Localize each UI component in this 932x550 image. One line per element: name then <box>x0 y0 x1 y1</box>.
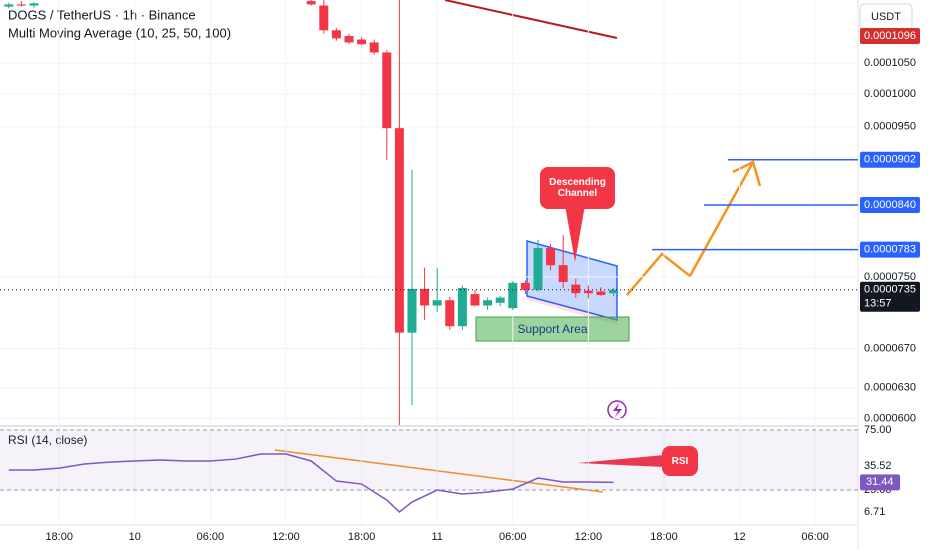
callout-pointer <box>578 455 664 467</box>
price-tag-label: 0.0001096 <box>864 30 916 42</box>
price-tag <box>860 151 920 168</box>
channel-callout: Descending Channel <box>540 167 615 209</box>
candle-body <box>596 291 606 295</box>
current-price-label: 0.0000735 <box>864 284 916 296</box>
candle-body <box>495 297 505 303</box>
candle-body <box>369 42 379 53</box>
support-area <box>475 316 630 342</box>
candle-body <box>546 247 556 266</box>
x-tick-label: 12:00 <box>272 531 300 543</box>
candle-body <box>558 265 568 283</box>
price-tag-label: 0.0000783 <box>864 243 916 255</box>
y-tick-label: 0.0001050 <box>864 57 916 69</box>
rsi-band <box>0 430 858 491</box>
candle-body <box>407 288 417 333</box>
price-tag-label: 0.0000902 <box>864 154 916 166</box>
candle-body <box>508 282 518 309</box>
candle-body <box>432 300 442 306</box>
y-tick-label: 6.71 <box>864 506 885 518</box>
candle-body <box>470 294 480 306</box>
x-tick-label: 18:00 <box>348 531 376 543</box>
rsi-trendline <box>274 449 604 493</box>
x-tick-label: 18:00 <box>650 531 678 543</box>
y-tick-label: 0.0001000 <box>864 88 916 100</box>
y-tick-label: 0.0000670 <box>864 342 916 354</box>
currency-label[interactable]: USDT <box>871 11 901 23</box>
rsi-title: RSI (14, close) <box>8 433 87 447</box>
candle-body <box>609 289 619 294</box>
x-tick-label: 06:00 <box>801 531 829 543</box>
y-tick-label: 0.0000750 <box>864 271 916 283</box>
alert-icon <box>613 403 622 417</box>
rsi-line <box>8 453 614 514</box>
rsi-tag <box>860 474 900 491</box>
y-tick-label: 0.0000600 <box>864 413 916 425</box>
support-label: Support Area <box>517 322 588 336</box>
candle-body <box>571 284 581 294</box>
y-tick-label: 75.00 <box>864 424 892 436</box>
x-tick-label: 06:00 <box>499 531 527 543</box>
candle-body <box>583 290 593 294</box>
countdown: 13:57 <box>864 298 892 310</box>
candle-body <box>331 30 341 39</box>
y-tick-label: 0.0000950 <box>864 121 916 133</box>
candle-body <box>306 1 316 5</box>
x-tick-label: 06:00 <box>197 531 225 543</box>
x-tick-label: 10 <box>129 531 141 543</box>
rsi-tag-label: 31.44 <box>866 476 894 488</box>
current-price-tag <box>860 281 920 312</box>
candle-body <box>483 300 493 306</box>
candle-body <box>16 4 26 6</box>
candle-body <box>344 36 354 43</box>
candle-body <box>394 128 404 333</box>
candle-body <box>357 39 367 45</box>
indicator-name: Multi Moving Average (10, 25, 50, 100) <box>8 25 231 40</box>
candle-body <box>533 247 543 290</box>
y-tick-label: 35.52 <box>864 460 892 472</box>
candle-body <box>420 288 430 306</box>
price-tag <box>860 28 920 45</box>
candle-body <box>520 282 530 290</box>
candle-body <box>445 300 455 327</box>
candle-body <box>319 5 329 31</box>
x-tick-label: 12:00 <box>575 531 603 543</box>
candle-body <box>457 288 467 327</box>
y-tick-label: 0.0000630 <box>864 382 916 394</box>
callout-pointer <box>565 205 585 262</box>
candle-body <box>4 4 14 7</box>
projection-arrow <box>626 163 754 296</box>
x-tick-label: 11 <box>431 531 442 543</box>
chart-title: DOGS / TetherUS · 1h · Binance <box>8 7 196 22</box>
price-tag-label: 0.0000840 <box>864 199 916 211</box>
candle-body <box>29 3 39 6</box>
price-tag <box>860 196 920 213</box>
pane-separator <box>0 425 858 427</box>
price-tag <box>860 241 920 258</box>
x-tick-label: 12 <box>733 531 745 543</box>
candle-body <box>382 52 392 129</box>
rsi-callout: RSI <box>662 446 698 476</box>
x-tick-label: 18:00 <box>45 531 73 543</box>
